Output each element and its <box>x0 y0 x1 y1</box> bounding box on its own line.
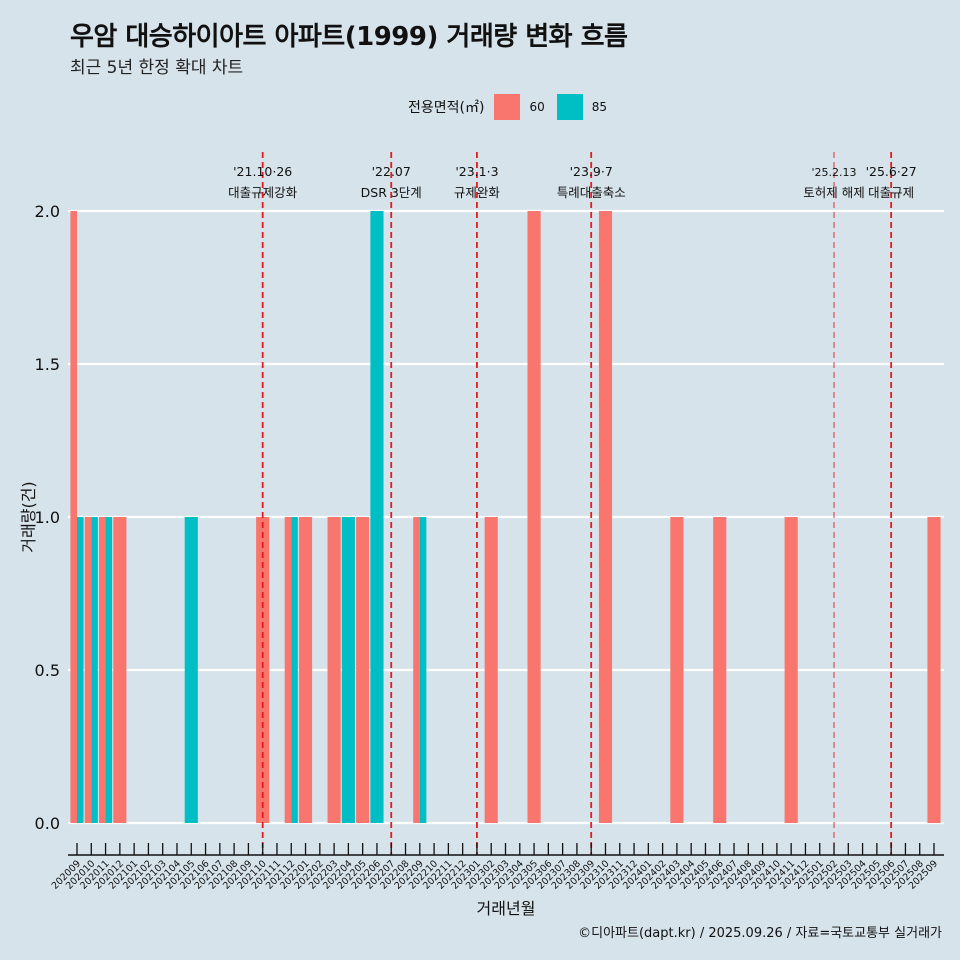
bar-60-202009 <box>70 211 77 823</box>
bar-60-202010 <box>84 517 92 823</box>
y-axis: 0.0 0.5 1.0 1.5 2.0 <box>35 202 60 833</box>
annotation-date: '23.9·7 <box>570 164 613 179</box>
y-tick-label: 0.0 <box>35 814 60 833</box>
annotation-date: '25.2.13 <box>812 166 857 179</box>
annotation-label: 대출규제강화 <box>228 185 298 200</box>
annotation-date: '21.10·26 <box>233 164 292 179</box>
bar-60-202411 <box>784 517 798 823</box>
bar-85-202112 <box>291 517 298 823</box>
legend-title: 전용면적(㎡) <box>408 100 485 116</box>
y-tick-label: 1.0 <box>35 508 60 527</box>
bar-60-202012 <box>113 517 127 823</box>
bar-60-202302 <box>484 517 498 823</box>
bar-60-202112 <box>284 517 292 823</box>
bar-85-202206 <box>370 211 384 823</box>
annotation-date: '25.6·27 <box>866 164 917 179</box>
bars <box>70 211 941 823</box>
legend-swatch-85 <box>556 94 583 120</box>
annotation-label: 대출규제 <box>868 185 914 200</box>
legend: 전용면적(㎡) 60 85 <box>408 93 619 121</box>
chart-title: 우암 대승하이아트 아파트(1999) 거래량 변화 흐름 <box>70 22 628 52</box>
bar-60-202403 <box>670 517 684 823</box>
bar-60-202509 <box>927 517 941 823</box>
annotation-label: 특례대출축소 <box>557 185 626 200</box>
legend-swatch-60 <box>494 94 521 120</box>
annotation-labels: '21.10·26 대출규제강화 '22.07 DSR 3단계 '23.1·3 규제완화 '… <box>228 164 917 200</box>
bar-60-202011 <box>98 517 106 823</box>
annotation-label: 토허제 해제 <box>803 185 864 200</box>
bar-85-202010 <box>91 517 98 823</box>
bar-85-202011 <box>105 517 113 823</box>
gridlines <box>68 209 944 825</box>
bar-85-202209 <box>419 517 427 823</box>
bar-85-202009 <box>77 517 84 823</box>
bar-85-202204 <box>341 517 355 823</box>
chart-subtitle: 최근 5년 한정 확대 차트 <box>70 58 244 78</box>
annotation-date: '23.1·3 <box>455 164 498 179</box>
x-axis: 2020092020102020112020122021012021022021… <box>50 843 944 892</box>
annotation-lines <box>261 152 893 855</box>
bar-60-202209 <box>413 517 420 823</box>
y-tick-label: 0.5 <box>35 661 60 680</box>
bar-85-202105 <box>184 517 198 823</box>
annotation-label: 규제완화 <box>454 185 501 200</box>
bar-60-202201 <box>298 517 313 823</box>
annotation-label: DSR 3단계 <box>361 185 422 200</box>
x-axis-label: 거래년월 <box>477 899 536 918</box>
source-credit: ©디아파트(dapt.kr) / 2025.09.26 / 자료=국토교통부 실… <box>578 926 942 941</box>
legend-label-60: 60 <box>529 100 545 114</box>
bar-60-202310 <box>598 211 613 823</box>
bar-60-202203 <box>327 517 341 823</box>
y-axis-label: 거래량(건) <box>19 481 38 552</box>
legend-label-85: 85 <box>591 100 608 114</box>
bar-60-202110 <box>256 517 270 823</box>
bar-60-202406 <box>713 517 727 823</box>
bar-60-202205 <box>356 517 370 823</box>
bar-60-202305 <box>527 211 541 823</box>
y-tick-label: 2.0 <box>35 202 60 221</box>
y-tick-label: 1.5 <box>35 355 60 374</box>
annotation-date: '22.07 <box>372 164 411 179</box>
